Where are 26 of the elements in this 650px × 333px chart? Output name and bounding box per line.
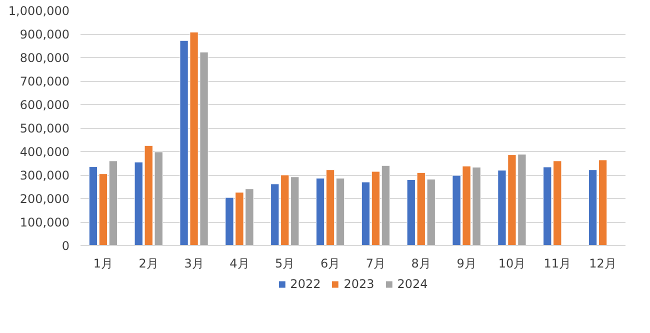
x-tick-label: 6月 — [320, 256, 340, 270]
y-tick-label: 900,000 — [20, 28, 70, 42]
x-tick-label: 2月 — [138, 256, 158, 270]
y-tick-label: 0 — [62, 239, 70, 253]
legend-label: 2022 — [290, 277, 321, 291]
legend-label: 2023 — [344, 277, 374, 291]
x-tick-label: 5月 — [275, 256, 295, 270]
y-tick-label: 700,000 — [20, 74, 70, 88]
x-tick-label: 7月 — [366, 256, 386, 270]
y-tick-label: 300,000 — [20, 168, 70, 182]
legend-label: 2024 — [397, 277, 428, 291]
y-tick-label: 500,000 — [20, 122, 70, 136]
x-tick-label: 10月 — [498, 256, 526, 270]
y-tick-label: 400,000 — [20, 145, 70, 159]
x-tick-label: 11月 — [544, 256, 572, 270]
y-tick-label: 800,000 — [20, 51, 70, 65]
x-tick-label: 8月 — [411, 256, 431, 270]
y-tick-label: 1,000,000 — [8, 4, 70, 18]
y-tick-label: 100,000 — [20, 216, 70, 230]
x-tick-label: 4月 — [230, 256, 250, 270]
x-tick-label: 1月 — [93, 256, 114, 270]
x-tick-label: 12月 — [589, 256, 616, 270]
y-tick-label: 600,000 — [20, 98, 70, 112]
x-tick-label: 3月 — [184, 256, 204, 270]
y-tick-label: 200,000 — [20, 192, 70, 206]
x-tick-label: 9月 — [456, 256, 476, 270]
